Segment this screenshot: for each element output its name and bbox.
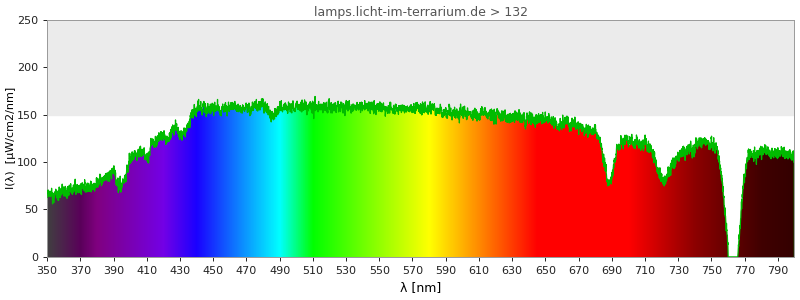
X-axis label: λ [nm]: λ [nm]	[400, 281, 442, 294]
Y-axis label: I(λ)  [µW/cm2/nm]: I(λ) [µW/cm2/nm]	[6, 87, 15, 189]
Bar	[47, 20, 794, 115]
Title: lamps.licht-im-terrarium.de > 132: lamps.licht-im-terrarium.de > 132	[314, 6, 528, 19]
